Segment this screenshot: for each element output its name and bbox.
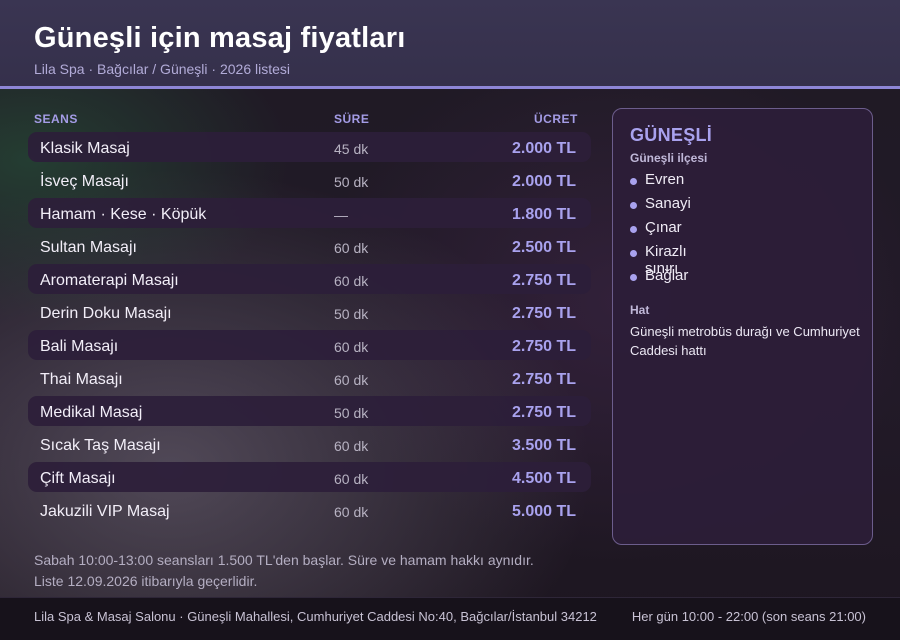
- row-duration: 60 dk: [334, 339, 369, 355]
- row-price: 2.000 TL: [511, 173, 576, 190]
- table-row: Hamam · Kese · Köpük — 1.800 TL: [28, 198, 591, 228]
- row-session-name: Bali Masajı: [40, 338, 119, 355]
- row-duration: 60 dk: [334, 504, 369, 520]
- neighborhood-label: Kirazlı sınırı: [645, 243, 687, 277]
- row-duration: 45 dk: [334, 141, 369, 157]
- neighborhood-label: Çınar: [645, 219, 682, 236]
- row-price: 2.500 TL: [511, 239, 576, 256]
- transit-line-label: Hat: [630, 303, 650, 317]
- column-header-price: ÜCRET: [534, 112, 578, 126]
- row-price: 2.750 TL: [511, 371, 576, 388]
- row-price: 4.500 TL: [511, 470, 576, 487]
- table-row: Medikal Masaj 50 dk 2.750 TL: [28, 396, 591, 426]
- note-validity-date: Liste 12.09.2026 itibarıyla geçerlidir.: [34, 573, 258, 589]
- row-session-name: İsveç Masajı: [40, 173, 129, 190]
- table-row: Jakuzili VIP Masaj 60 dk 5.000 TL: [28, 495, 591, 525]
- bullet-icon: [630, 202, 637, 209]
- row-duration: 60 dk: [334, 471, 369, 487]
- table-row: Çift Masajı 60 dk 4.500 TL: [28, 462, 591, 492]
- row-duration: 60 dk: [334, 438, 369, 454]
- bullet-icon: [630, 274, 637, 281]
- row-session-name: Sultan Masajı: [40, 239, 137, 256]
- bullet-icon: [630, 250, 637, 257]
- row-duration: 60 dk: [334, 240, 369, 256]
- row-session-name: Thai Masajı: [40, 371, 123, 388]
- row-price: 1.800 TL: [511, 206, 576, 223]
- bullet-icon: [630, 226, 637, 233]
- page-title: Güneşli için masaj fiyatları: [34, 22, 406, 54]
- table-row: Klasik Masaj 45 dk 2.000 TL: [28, 132, 591, 162]
- row-session-name: Klasik Masaj: [40, 140, 130, 157]
- row-price: 2.750 TL: [511, 272, 576, 289]
- note-morning-sessions: Sabah 10:00-13:00 seansları 1.500 TL'den…: [34, 552, 534, 568]
- table-row: Sıcak Taş Masajı 60 dk 3.500 TL: [28, 429, 591, 459]
- row-session-name: Hamam · Kese · Köpük: [40, 206, 207, 223]
- row-session-name: Medikal Masaj: [40, 404, 143, 421]
- page-footer: Lila Spa & Masaj Salonu · Güneşli Mahall…: [0, 597, 900, 640]
- row-duration: 50 dk: [334, 306, 369, 322]
- table-row: Bali Masajı 60 dk 2.750 TL: [28, 330, 591, 360]
- neighborhood-label: Evren: [645, 171, 685, 188]
- row-session-name: Derin Doku Masajı: [40, 305, 172, 322]
- footer-address: Lila Spa & Masaj Salonu · Güneşli Mahall…: [34, 609, 597, 624]
- table-row: Sultan Masajı 60 dk 2.500 TL: [28, 231, 591, 261]
- column-header-duration: SÜRE: [334, 112, 370, 126]
- pricing-notes: Sabah 10:00-13:00 seansları 1.500 TL'den…: [34, 550, 534, 592]
- table-row: Derin Doku Masajı 50 dk 2.750 TL: [28, 297, 591, 327]
- page-subtitle: Lila Spa · Bağcılar / Güneşli · 2026 lis…: [34, 61, 291, 77]
- footer-hours: Her gün 10:00 - 22:00 (son seans 21:00): [631, 609, 866, 624]
- row-duration: —: [334, 207, 348, 223]
- bullet-icon: [630, 178, 637, 185]
- row-price: 2.750 TL: [511, 338, 576, 355]
- row-duration: 50 dk: [334, 405, 369, 421]
- row-session-name: Aromaterapi Masajı: [40, 272, 179, 289]
- page-header: Güneşli için masaj fiyatları Lila Spa · …: [0, 0, 900, 89]
- row-duration: 50 dk: [334, 174, 369, 190]
- row-duration: 60 dk: [334, 273, 369, 289]
- district-card: GÜNEŞLİ Güneşli ilçesi Evren Sanayi Çınar K…: [612, 108, 873, 545]
- row-session-name: Jakuzili VIP Masaj: [40, 503, 170, 520]
- district-subtitle: Güneşli ilçesi: [630, 151, 708, 165]
- row-price: 3.500 TL: [511, 437, 576, 454]
- price-table: Klasik Masaj 45 dk 2.000 TL İsveç Masajı 50 …: [28, 132, 591, 528]
- row-price: 2.750 TL: [511, 404, 576, 421]
- row-price: 2.000 TL: [511, 140, 576, 157]
- row-session-name: Sıcak Taş Masajı: [40, 437, 161, 454]
- district-title: GÜNEŞLİ: [630, 125, 713, 145]
- row-session-name: Çift Masajı: [40, 470, 116, 487]
- row-duration: 60 dk: [334, 372, 369, 388]
- neighborhood-label: Sanayi: [645, 195, 691, 212]
- row-price: 5.000 TL: [511, 503, 576, 520]
- column-header-session: SEANS: [34, 112, 78, 126]
- table-row: İsveç Masajı 50 dk 2.000 TL: [28, 165, 591, 195]
- neighborhood-label: Bağlar: [645, 267, 689, 284]
- table-row: Thai Masajı 60 dk 2.750 TL: [28, 363, 591, 393]
- table-row: Aromaterapi Masajı 60 dk 2.750 TL: [28, 264, 591, 294]
- transit-line-text: Güneşli metrobüs durağı ve Cumhuriyet Ca…: [630, 324, 860, 358]
- row-price: 2.750 TL: [511, 305, 576, 322]
